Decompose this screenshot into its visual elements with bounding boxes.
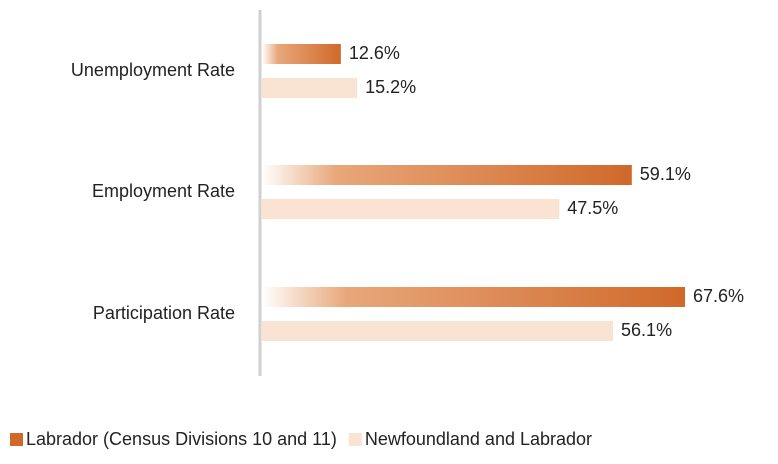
category-label: Unemployment Rate [71,60,235,80]
value-label: 47.5% [567,198,618,218]
legend-swatch [10,433,23,446]
value-label: 56.1% [621,320,672,340]
legend-swatch [348,433,362,446]
value-label: 15.2% [365,77,416,97]
value-label: 59.1% [640,164,691,184]
legend-label: Labrador (Census Divisions 10 and 11) [26,429,337,449]
bar [262,321,614,341]
legend-label: Newfoundland and Labrador [365,429,592,449]
value-label: 67.6% [693,286,744,306]
bar [262,44,341,64]
category-label: Employment Rate [92,181,235,201]
bar [262,78,358,98]
bar [262,199,560,219]
value-label: 12.6% [349,43,400,63]
category-label: Participation Rate [93,303,235,323]
bar [262,165,632,185]
bar [262,287,685,307]
